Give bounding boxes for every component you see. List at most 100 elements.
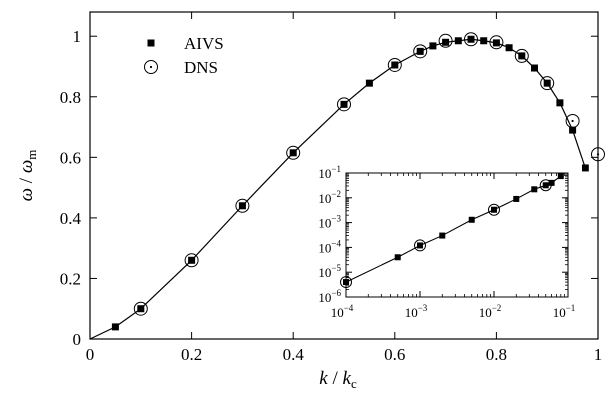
dns-point-dot [342, 103, 346, 106]
main-plot-frame [89, 11, 599, 340]
inset-x-tick-exp: −4 [344, 303, 354, 313]
inset-x-tick-exp: −3 [418, 303, 428, 313]
y-axis-label-sub: m [24, 150, 39, 160]
dns-point [133, 301, 148, 316]
legend-dns-marker [144, 60, 158, 74]
y-tick-label: 0.4 [60, 209, 82, 228]
main-plot: 0 0.2 0.4 0.6 0.8 100.20.40.60.81k / kcω / ωm… [16, 11, 605, 391]
dns-point [438, 33, 453, 48]
dns-point [286, 145, 301, 160]
dns-point [565, 114, 580, 128]
inset-dns-point-dot [493, 208, 495, 211]
inset-y-tick-exp: −4 [331, 238, 341, 248]
y-axis-label-omega: ω [16, 188, 37, 201]
x-tick-label: 0.4 [283, 345, 305, 364]
inset-x-tick-base: 10 [479, 305, 492, 320]
inset-dns-point [488, 203, 500, 216]
dns-point-dot [139, 307, 142, 310]
inset-x-tick-label: 10−3 [405, 303, 428, 320]
dns-point [413, 44, 428, 59]
dns-point-dot [241, 204, 244, 207]
inset-y-tick-base: 10 [318, 240, 331, 255]
dns-point [337, 97, 351, 112]
x-tick-label: 1 [594, 345, 603, 364]
inset-x-tick-exp: −2 [492, 303, 502, 313]
y-axis-label-omega2: ω [16, 160, 37, 173]
aivs-point [569, 126, 577, 134]
x-tick-label: 0.6 [384, 345, 405, 364]
dns-point [464, 32, 478, 47]
dns-point [514, 48, 529, 63]
x-axis-label: k / kc [319, 368, 357, 391]
y-axis-label-sep: / [16, 173, 37, 188]
legend-dns-label: DNS [184, 58, 218, 77]
inset-dns-point [340, 276, 352, 289]
x-tick-label: 0.2 [181, 345, 202, 364]
y-axis-label: ω / ωm [16, 150, 39, 202]
inset-frame [345, 172, 569, 298]
aivs-point [442, 38, 450, 46]
aivs-point [111, 323, 119, 331]
inset-dns-point [414, 239, 426, 252]
inset-plot: 10−4 10−3 10−2 10−110−610−510−410−310−210−1 [304, 159, 582, 329]
inset-aivs-point [557, 173, 564, 180]
dns-point-dot [469, 38, 473, 41]
x-axis-label-sub: c [351, 376, 357, 391]
dns-point [387, 57, 402, 72]
x-tick-label: 0 [86, 345, 95, 364]
inset-y-tick-label: 10−6 [318, 288, 341, 305]
inset-x-tick-base: 10 [553, 305, 566, 320]
inset-dns-point-dot [419, 244, 421, 247]
dns-point [591, 147, 605, 162]
inset-y-tick-base: 10 [318, 166, 331, 181]
inset-dns-point [539, 179, 552, 192]
inset-y-tick-label: 10−2 [318, 189, 341, 206]
inset-y-tick-base: 10 [318, 191, 331, 206]
aivs-point [429, 42, 437, 50]
inset-x-tick-label: 10−1 [553, 303, 576, 320]
inset-x-tick-exp: −1 [566, 303, 576, 313]
aivs-point [480, 37, 488, 45]
aivs-point [581, 164, 589, 172]
dns-point-dot [520, 54, 523, 58]
dns-point [235, 198, 250, 213]
dns-point-dot [190, 259, 193, 262]
dns-point-dot [495, 41, 498, 44]
inset-y-tick-exp: −2 [331, 189, 341, 199]
dns-point [184, 253, 199, 268]
x-axis-label-sep: / [328, 368, 343, 389]
legend-aivs-label: AIVS [184, 34, 224, 53]
inset-aivs-point [468, 216, 475, 223]
inset-dns-point-dot [544, 184, 547, 187]
legend-aivs-marker [147, 39, 155, 47]
aivs-point [505, 44, 513, 52]
aivs-point [454, 37, 462, 45]
dns-point [489, 35, 504, 50]
dns-point-dot [444, 39, 447, 42]
inset-y-tick-base: 10 [318, 290, 331, 305]
dns-point-dot [571, 119, 574, 123]
inset-aivs-point [531, 186, 538, 193]
legend-dns-marker-dot [149, 65, 153, 69]
inset-x-tick-base: 10 [405, 305, 418, 320]
y-tick-label: 0 [73, 330, 82, 349]
dns-point-dot [546, 82, 549, 85]
inset-y-tick-exp: −1 [331, 164, 341, 174]
x-axis-label-k2: k [343, 368, 352, 389]
aivs-point [531, 64, 538, 72]
dns-point [540, 76, 555, 91]
y-tick-label: 1 [73, 27, 82, 46]
inset-y-tick-base: 10 [318, 265, 331, 280]
inset-y-tick-exp: −3 [331, 214, 341, 224]
aivs-point [556, 99, 564, 107]
inset-x-tick-label: 10−2 [479, 303, 502, 320]
inset-y-tick-exp: −5 [331, 263, 341, 273]
inset-aivs-point [394, 254, 401, 261]
aivs-point [365, 79, 373, 87]
inset-aivs-point [513, 195, 520, 202]
y-tick-label: 0.2 [60, 269, 81, 288]
inset-y-tick-label: 10−3 [318, 214, 341, 231]
inset-y-tick-label: 10−5 [318, 263, 341, 280]
inset-y-tick-label: 10−4 [318, 238, 341, 255]
